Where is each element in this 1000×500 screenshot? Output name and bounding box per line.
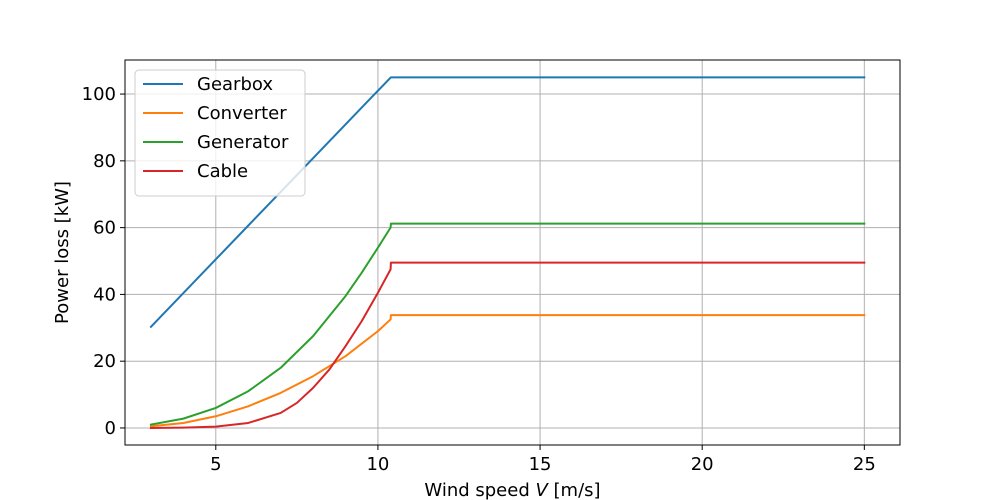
y-tick-label: 100 bbox=[82, 84, 116, 105]
y-tick-label: 40 bbox=[93, 284, 116, 305]
y-tick-label: 60 bbox=[93, 218, 116, 239]
grid bbox=[125, 60, 900, 445]
y-tick-label: 80 bbox=[93, 151, 116, 172]
legend-label-cable: Cable bbox=[197, 161, 248, 182]
series-line-generator bbox=[149, 222, 866, 426]
series-line-converter bbox=[149, 314, 866, 428]
series-line-gearbox bbox=[149, 76, 866, 329]
legend-box bbox=[134, 69, 306, 197]
x-axis-label-variable: V bbox=[535, 480, 549, 500]
legend-label-gearbox: Gearbox bbox=[197, 74, 273, 95]
x-tick-label: 10 bbox=[366, 454, 389, 475]
series-lines bbox=[149, 76, 866, 429]
legend-label-converter: Converter bbox=[197, 103, 287, 124]
x-axis-label-unit: [m/s] bbox=[548, 480, 601, 500]
ticks: 5 10 15 20 25 0 20 40 60 80 100 bbox=[82, 84, 876, 475]
y-tick-label: 20 bbox=[93, 351, 116, 372]
x-tick-label: 25 bbox=[853, 454, 876, 475]
x-axis-label: Wind speed V [m/s] bbox=[424, 480, 600, 500]
x-axis-label-text: Wind speed bbox=[424, 480, 535, 500]
plot-frame bbox=[124, 59, 901, 446]
legend: Gearbox Converter Generator Cable bbox=[134, 69, 306, 197]
legend-label-generator: Generator bbox=[197, 132, 289, 153]
y-axis-label: Power loss [kW] bbox=[52, 181, 73, 324]
x-tick-label: 5 bbox=[210, 454, 221, 475]
x-tick-label: 15 bbox=[529, 454, 552, 475]
series-line-cable bbox=[149, 261, 866, 429]
y-tick-label: 0 bbox=[105, 418, 116, 439]
x-tick-label: 20 bbox=[691, 454, 714, 475]
